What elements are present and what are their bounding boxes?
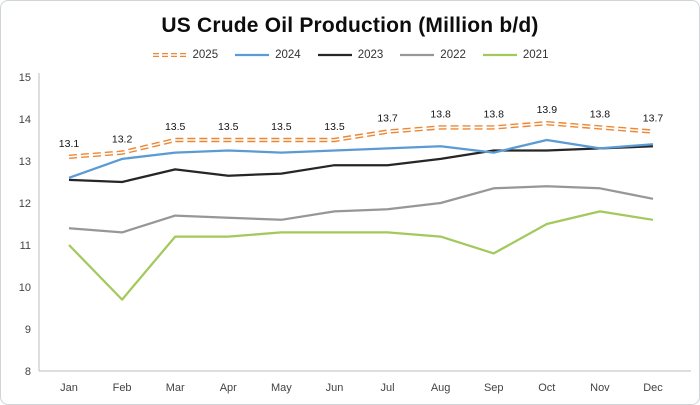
data-label-2025: 13.2 xyxy=(112,134,133,146)
data-label-2025: 13.8 xyxy=(430,108,451,120)
legend-line-sample-2021 xyxy=(482,53,517,56)
legend-line-sample-2024 xyxy=(235,53,270,56)
x-axis-tick-label: Aug xyxy=(431,382,451,394)
legend-item-2024: 2024 xyxy=(234,49,301,61)
data-label-2025: 13.7 xyxy=(643,113,664,125)
series-line-2021 xyxy=(68,210,654,301)
y-axis-tick-label: 14 xyxy=(19,114,31,126)
x-axis-tick-label: Nov xyxy=(590,382,610,394)
legend-line-sample-2025 xyxy=(152,52,187,57)
legend-line-sample-2023 xyxy=(317,53,352,56)
legend-item-2021: 2021 xyxy=(482,48,549,61)
legend-item-2023: 2023 xyxy=(317,48,384,61)
legend-item-2022: 2022 xyxy=(399,49,466,61)
x-axis-tick-label: Jan xyxy=(60,382,78,394)
x-axis-tick-label: Sep xyxy=(484,382,504,394)
series-line-inner-2025 xyxy=(68,122,654,158)
data-label-2025: 13.9 xyxy=(537,104,558,116)
series-line-2024 xyxy=(68,138,654,179)
data-label-2025: 13.5 xyxy=(165,121,186,133)
data-label-2025: 13.7 xyxy=(377,113,398,125)
legend-label-2024: 2024 xyxy=(275,48,301,61)
data-label-2025: 13.1 xyxy=(59,138,80,150)
series-line-2023 xyxy=(68,145,654,184)
x-axis-tick-label: Jun xyxy=(326,382,344,394)
series-line-2025 xyxy=(68,120,654,159)
legend-label-2025: 2025 xyxy=(192,48,219,61)
data-label-2025: 13.5 xyxy=(324,121,345,133)
y-axis-tick-label: 15 xyxy=(19,72,31,84)
x-axis-tick-label: Mar xyxy=(166,382,185,394)
x-axis-tick-label: Feb xyxy=(113,382,132,394)
y-axis-tick-label: 13 xyxy=(19,156,31,168)
x-axis-tick-label: Apr xyxy=(220,382,237,394)
x-axis-tick-label: Jul xyxy=(381,382,395,394)
legend-line-sample-2022 xyxy=(400,53,435,56)
data-label-2025: 13.8 xyxy=(484,108,505,120)
y-axis-tick-label: 12 xyxy=(19,198,31,210)
legend-label-2021: 2021 xyxy=(522,48,549,61)
y-axis-tick-label: 9 xyxy=(25,324,31,336)
x-axis-tick-label: Oct xyxy=(538,382,555,394)
y-axis-tick-label: 10 xyxy=(19,282,31,294)
x-axis-tick-label: Dec xyxy=(643,382,663,394)
legend-item-2025: 2025 xyxy=(152,48,219,61)
legend-label-2022: 2022 xyxy=(440,48,466,61)
series-line-2022 xyxy=(68,185,654,234)
y-axis-tick-label: 8 xyxy=(25,366,31,378)
line-chart-plot-area: 15 14 13 12 11 10 9 8 Jan Feb Mar Apr May Jun Jul Aug Se… xyxy=(19,72,691,394)
data-label-2025: 13.5 xyxy=(271,121,292,133)
chart-legend: 2025 2024 2023 2022 2021 xyxy=(1,47,699,62)
y-axis-tick-label: 11 xyxy=(20,240,31,252)
x-axis-tick-label: May xyxy=(271,382,292,394)
legend-label-2023: 2023 xyxy=(357,48,384,61)
chart-title: US Crude Oil Production (Million b/d) xyxy=(161,14,539,37)
data-label-2025: 13.8 xyxy=(590,108,611,120)
data-label-2025: 13.5 xyxy=(218,121,239,133)
